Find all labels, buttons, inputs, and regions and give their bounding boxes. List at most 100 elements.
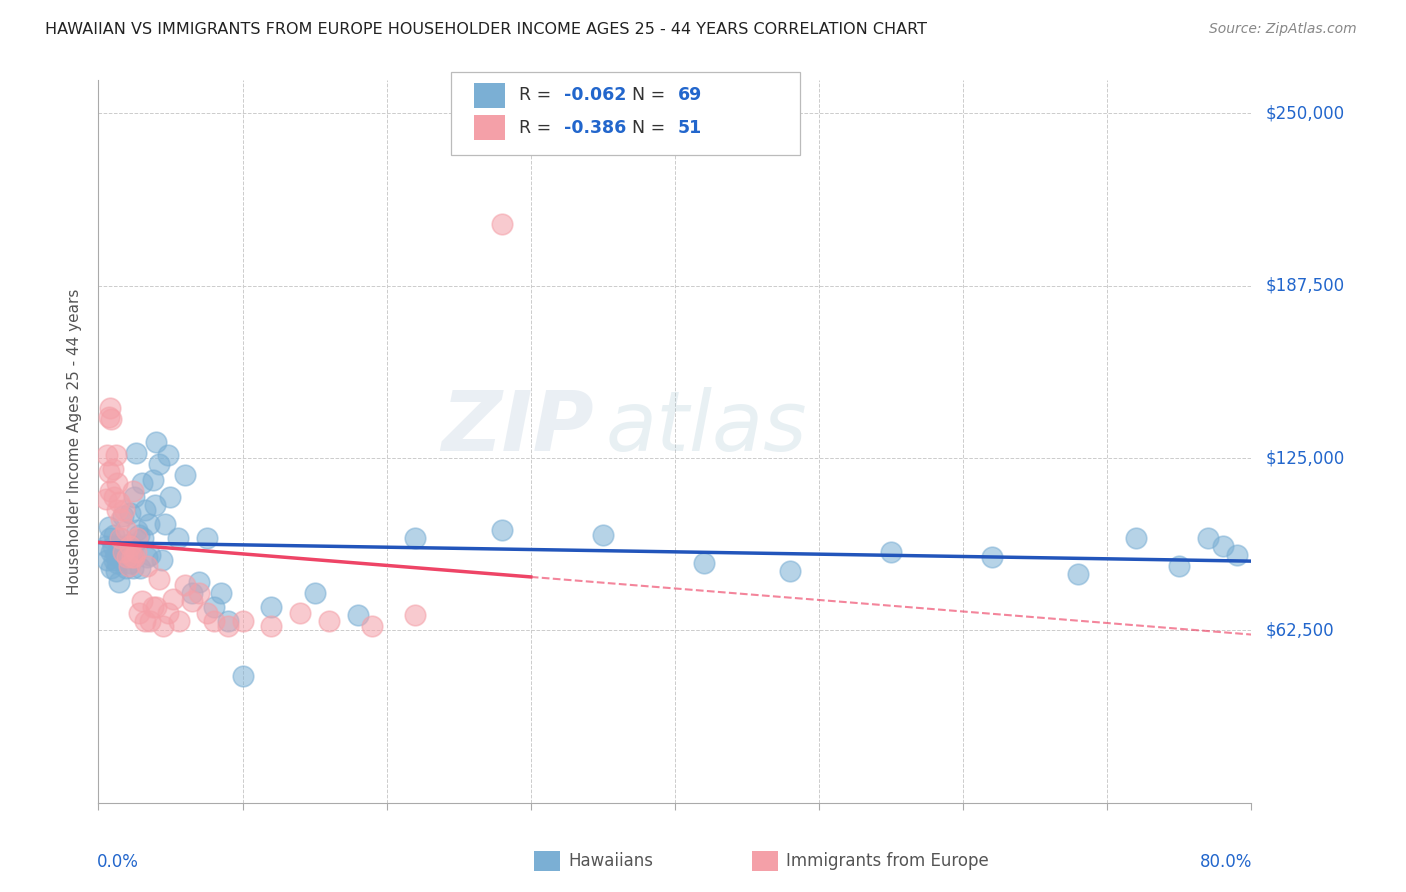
Point (405, 531, 427, 545)
Point (134, 614, 156, 628)
Point (105, 503, 128, 517)
Point (112, 545, 135, 559)
Point (127, 523, 149, 537)
Point (131, 594, 153, 608)
Text: Source: ZipAtlas.com: Source: ZipAtlas.com (1209, 22, 1357, 37)
Point (231, 669, 254, 683)
Y-axis label: Householder Income Ages 25 - 44 years: Householder Income Ages 25 - 44 years (67, 288, 83, 595)
Point (97, 520, 120, 534)
Point (98, 484, 121, 499)
Point (105, 475, 128, 490)
Point (217, 614, 239, 628)
Text: $62,500: $62,500 (1265, 622, 1334, 640)
Point (159, 490, 181, 504)
Point (188, 575, 211, 590)
Point (162, 591, 184, 606)
Point (110, 550, 132, 565)
Point (125, 545, 148, 559)
Point (693, 556, 716, 570)
Point (103, 553, 125, 567)
Point (188, 586, 211, 600)
Point (1125, 531, 1147, 545)
Point (111, 508, 134, 523)
Text: Hawaiians: Hawaiians (568, 852, 652, 870)
Point (120, 539, 142, 553)
Point (174, 578, 197, 592)
Point (108, 531, 131, 545)
Point (111, 545, 134, 559)
Text: N =: N = (621, 119, 671, 136)
Text: $187,500: $187,500 (1265, 277, 1344, 294)
Text: N =: N = (621, 87, 671, 104)
Point (104, 448, 127, 462)
Point (110, 512, 132, 526)
Point (195, 531, 218, 545)
Point (103, 528, 125, 542)
Point (117, 550, 139, 565)
Point (117, 550, 139, 565)
Point (156, 606, 179, 620)
Point (103, 490, 125, 504)
Text: 0.0%: 0.0% (97, 854, 139, 871)
Text: atlas: atlas (606, 386, 807, 467)
Point (166, 531, 188, 545)
Point (94, 539, 117, 553)
Point (209, 586, 232, 600)
Point (100, 545, 122, 559)
Point (195, 606, 218, 620)
Point (139, 614, 162, 628)
Point (122, 561, 145, 575)
Point (361, 619, 384, 633)
Point (304, 586, 326, 600)
Point (105, 556, 128, 570)
Point (118, 536, 141, 550)
Point (100, 412, 122, 426)
Point (136, 550, 159, 565)
Text: $250,000: $250,000 (1265, 104, 1344, 122)
Text: -0.386: -0.386 (564, 119, 626, 136)
Point (1197, 531, 1219, 545)
Point (128, 606, 150, 620)
Text: 80.0%: 80.0% (1201, 854, 1253, 871)
Point (138, 517, 160, 532)
Point (981, 550, 1004, 565)
Point (880, 545, 903, 559)
Point (107, 495, 129, 509)
Point (101, 539, 124, 553)
Point (260, 599, 283, 614)
Point (142, 599, 165, 614)
Point (124, 490, 146, 504)
Point (100, 561, 122, 575)
Point (202, 614, 225, 628)
Point (142, 473, 165, 487)
Point (153, 517, 176, 532)
Point (112, 503, 135, 517)
Point (202, 599, 225, 614)
Point (127, 531, 149, 545)
Text: HAWAIIAN VS IMMIGRANTS FROM EUROPE HOUSEHOLDER INCOME AGES 25 - 44 YEARS CORRELA: HAWAIIAN VS IMMIGRANTS FROM EUROPE HOUSE… (45, 22, 927, 37)
Point (129, 561, 152, 575)
Point (779, 564, 801, 578)
Point (152, 619, 174, 633)
Text: -0.062: -0.062 (564, 87, 626, 104)
Point (104, 564, 127, 578)
Point (318, 614, 340, 628)
Point (1226, 548, 1249, 562)
Point (148, 573, 170, 587)
Text: $125,000: $125,000 (1265, 449, 1344, 467)
Point (122, 484, 145, 499)
Point (134, 503, 156, 517)
Point (136, 558, 159, 573)
Point (120, 556, 142, 570)
Text: R =: R = (519, 87, 557, 104)
Point (118, 558, 141, 573)
Point (121, 550, 143, 565)
Point (231, 614, 254, 628)
Text: Immigrants from Europe: Immigrants from Europe (786, 852, 988, 870)
Point (150, 553, 173, 567)
Point (145, 599, 167, 614)
Text: 69: 69 (678, 87, 702, 104)
Point (217, 619, 239, 633)
Point (120, 506, 142, 520)
Point (107, 575, 129, 590)
